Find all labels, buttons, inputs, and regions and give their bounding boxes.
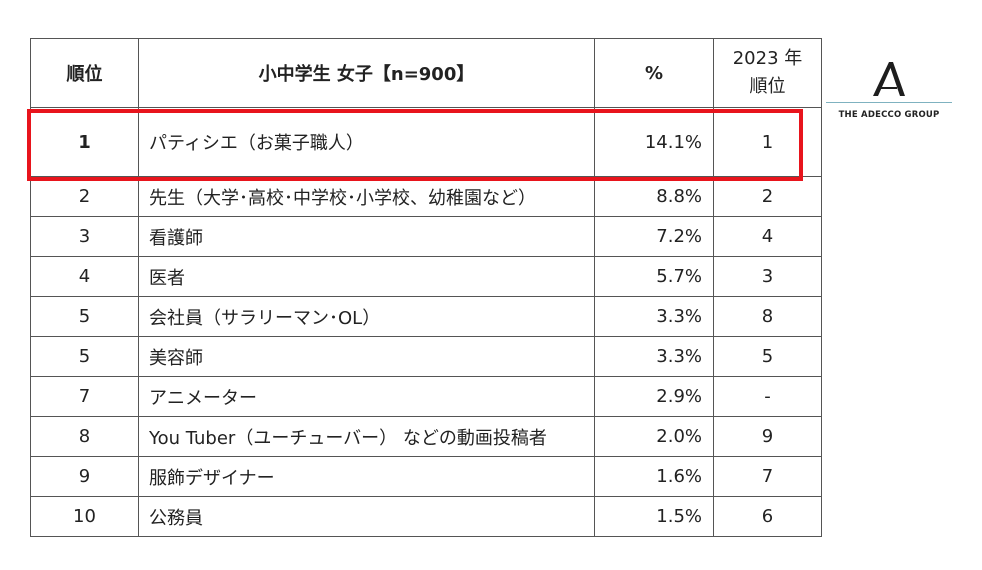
- prev-rank-cell: 2: [713, 176, 822, 217]
- rank-cell: 4: [30, 256, 139, 297]
- prev-rank-cell: 7: [713, 456, 822, 497]
- rank-cell: 7: [30, 376, 139, 417]
- prev-rank-cell: 6: [713, 496, 822, 537]
- logo-divider: [826, 102, 952, 103]
- table-row: 2 先生（大学･高校･中学校･小学校、幼稚園など） 8.8% 2: [30, 176, 822, 217]
- header-rank: 順位: [30, 38, 139, 108]
- rank-cell: 3: [30, 216, 139, 257]
- rank-cell: 5: [30, 336, 139, 377]
- table-row: 5 美容師 3.3% 5: [30, 336, 822, 377]
- rank-cell: 1: [30, 107, 139, 177]
- job-cell: パティシエ（お菓子職人）: [138, 107, 595, 177]
- percent-cell: 7.2%: [594, 216, 714, 257]
- header-prev-rank: 2023 年 順位: [713, 38, 822, 108]
- percent-cell: 8.8%: [594, 176, 714, 217]
- header-job: 小中学生 女子【n=900】: [138, 38, 595, 108]
- logo-wordmark: THE ADECCO GROUP: [838, 110, 940, 120]
- table-row: 3 看護師 7.2% 4: [30, 216, 822, 257]
- job-cell: 看護師: [138, 216, 595, 257]
- prev-rank-cell: 8: [713, 296, 822, 337]
- table-row: 5 会社員（サラリーマン･OL） 3.3% 8: [30, 296, 822, 337]
- job-cell: 美容師: [138, 336, 595, 377]
- table-row: 7 アニメーター 2.9% -: [30, 376, 822, 417]
- table-row: 9 服飾デザイナー 1.6% 7: [30, 456, 822, 497]
- rank-cell: 8: [30, 416, 139, 457]
- table-row: 10 公務員 1.5% 6: [30, 496, 822, 537]
- job-cell: You Tuber（ユーチューバー） などの動画投稿者: [138, 416, 595, 457]
- rank-cell: 2: [30, 176, 139, 217]
- percent-cell: 1.5%: [594, 496, 714, 537]
- prev-rank-cell: -: [713, 376, 822, 417]
- prev-rank-cell: 9: [713, 416, 822, 457]
- percent-cell: 5.7%: [594, 256, 714, 297]
- percent-cell: 3.3%: [594, 336, 714, 377]
- job-cell: 公務員: [138, 496, 595, 537]
- percent-cell: 2.0%: [594, 416, 714, 457]
- percent-cell: 2.9%: [594, 376, 714, 417]
- table-row: 8 You Tuber（ユーチューバー） などの動画投稿者 2.0% 9: [30, 416, 822, 457]
- header-prev-label: 順位: [749, 76, 786, 97]
- job-cell: 会社員（サラリーマン･OL）: [138, 296, 595, 337]
- ranking-table: 順位 小中学生 女子【n=900】 % 2023 年 順位 1 パティシエ（お菓子…: [30, 38, 822, 537]
- prev-rank-cell: 3: [713, 256, 822, 297]
- percent-cell: 1.6%: [594, 456, 714, 497]
- percent-cell: 3.3%: [594, 296, 714, 337]
- adecco-a-icon: [873, 62, 905, 96]
- prev-rank-cell: 4: [713, 216, 822, 257]
- rank-cell: 10: [30, 496, 139, 537]
- percent-cell: 14.1%: [594, 107, 714, 177]
- prev-rank-cell: 5: [713, 336, 822, 377]
- job-cell: 先生（大学･高校･中学校･小学校、幼稚園など）: [138, 176, 595, 217]
- table-row: 4 医者 5.7% 3: [30, 256, 822, 297]
- job-cell: 服飾デザイナー: [138, 456, 595, 497]
- adecco-logo: THE ADECCO GROUP: [826, 58, 952, 122]
- header-row: 順位 小中学生 女子【n=900】 % 2023 年 順位: [30, 38, 822, 108]
- header-prev-year: 2023 年: [732, 48, 803, 69]
- prev-rank-cell: 1: [713, 107, 822, 177]
- table-row: 1 パティシエ（お菓子職人） 14.1% 1: [30, 107, 822, 177]
- job-cell: 医者: [138, 256, 595, 297]
- job-cell: アニメーター: [138, 376, 595, 417]
- header-percent: %: [594, 38, 714, 108]
- rank-cell: 5: [30, 296, 139, 337]
- rank-cell: 9: [30, 456, 139, 497]
